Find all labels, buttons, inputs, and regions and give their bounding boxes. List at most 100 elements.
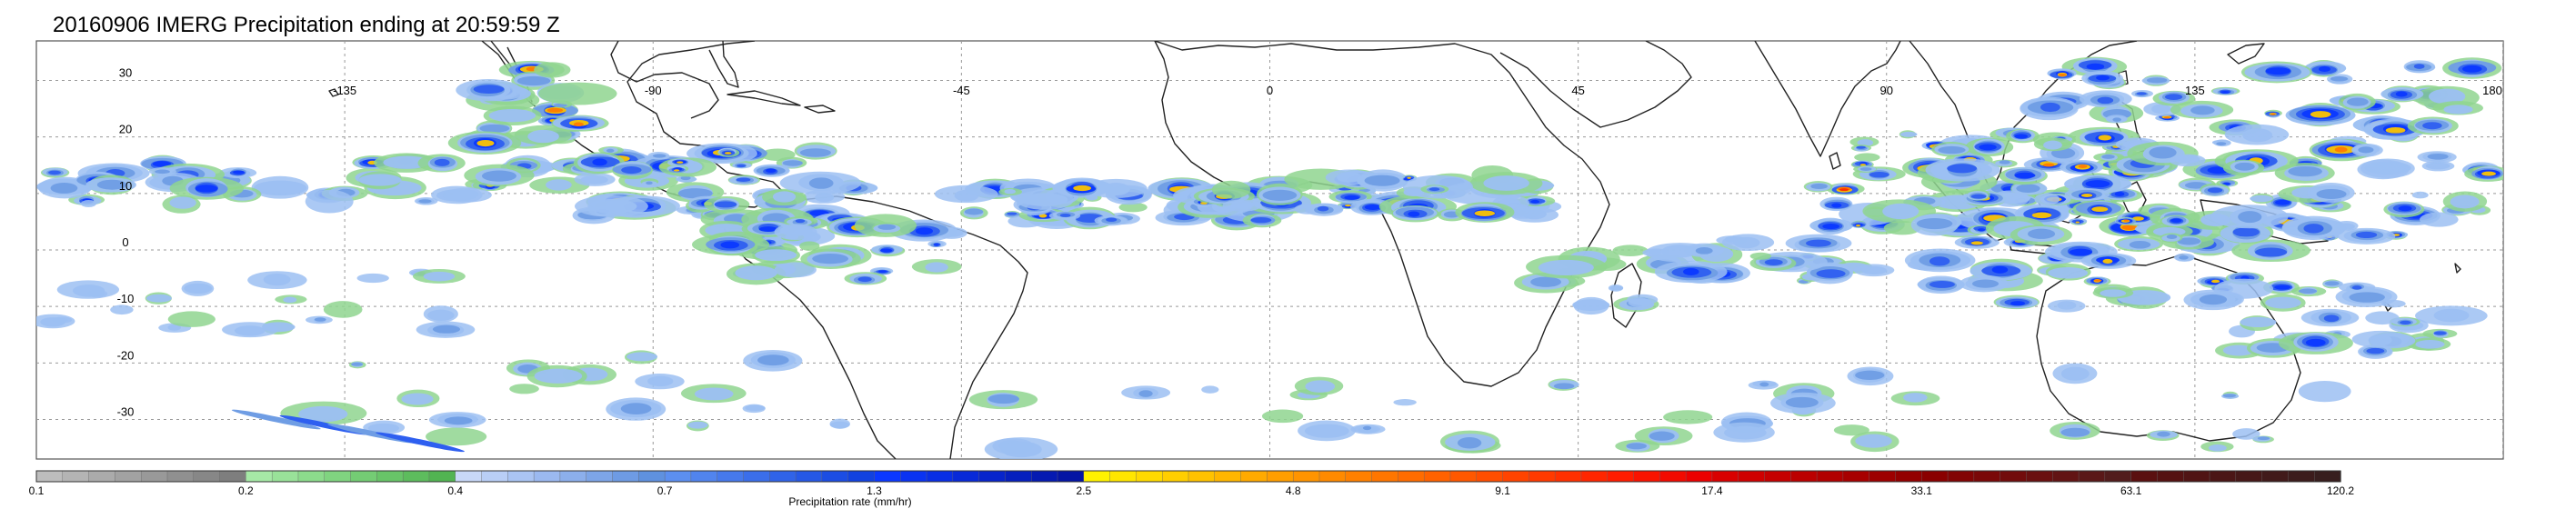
precip-cell — [195, 185, 218, 193]
precip-cell — [765, 168, 777, 174]
precip-cell — [1938, 145, 1966, 155]
precip-cell — [2298, 380, 2351, 403]
colorbar-swatch — [297, 470, 326, 483]
colorbar-swatch — [1711, 470, 1739, 483]
precip-cell — [2385, 127, 2406, 134]
colorbar-tick-labels: 0.1 0.2 0.4 0.7 1.3 2.5 4.8 9.1 17.4 33.1 63.1 120.… — [29, 484, 2355, 497]
precip-cell — [2232, 227, 2260, 237]
precip-cell — [546, 107, 564, 113]
precip-cell — [351, 362, 364, 366]
precip-cell — [812, 253, 849, 264]
colorbar-swatch — [507, 470, 535, 483]
precip-cell — [2163, 116, 2170, 119]
precip-cell — [1609, 285, 1624, 291]
precip-cell — [933, 244, 939, 246]
precip-cell — [2048, 267, 2089, 279]
precip-cell — [652, 154, 667, 158]
colorbar-swatch — [140, 470, 168, 483]
precip-cell — [2058, 73, 2067, 76]
precip-cell — [2358, 146, 2374, 154]
precip-cell — [757, 354, 789, 366]
precip-cell — [1663, 410, 1713, 424]
precip-cell — [1262, 189, 1298, 201]
colorbar-swatch — [402, 470, 430, 483]
precip-cell — [2429, 88, 2466, 105]
precip-cell — [2207, 187, 2223, 194]
precip-cell — [110, 304, 134, 315]
precip-cell — [1073, 185, 1092, 192]
precip-cell — [1530, 199, 1540, 204]
precip-cell — [509, 384, 539, 394]
precip-cell — [2069, 248, 2092, 256]
precip-cell — [426, 427, 487, 446]
precip-cell — [1831, 203, 1842, 208]
precip-cell — [677, 188, 713, 199]
colorbar-swatch — [1947, 470, 1975, 483]
precip-cell — [1859, 167, 1872, 172]
precip-cell — [745, 404, 766, 411]
precip-cell — [2365, 311, 2400, 325]
precip-cell — [1903, 393, 1928, 403]
longitude-label: 90 — [1880, 84, 1893, 97]
colorbar-swatch — [1398, 470, 1425, 483]
precip-cell — [2368, 334, 2392, 346]
colorbar-swatch — [612, 470, 639, 483]
precip-cell — [714, 201, 737, 208]
precip-cell — [2319, 65, 2330, 73]
precip-cell — [1978, 228, 1986, 232]
precip-cell — [2057, 301, 2077, 310]
precip-cell — [1929, 281, 1955, 288]
precip-cell — [427, 309, 455, 321]
precip-cell — [479, 124, 510, 133]
colorbar-swatch — [664, 470, 692, 483]
precip-cell — [2190, 105, 2215, 115]
precip-cell — [2040, 102, 2060, 113]
colorbar-swatch — [376, 470, 404, 483]
precip-cell — [647, 375, 674, 387]
precip-cell — [829, 421, 850, 429]
precip-cell — [1822, 223, 1840, 230]
precip-cell — [40, 317, 65, 327]
colorbar-swatch — [2026, 470, 2053, 483]
precip-cell — [799, 241, 820, 251]
colorbar-swatch — [717, 470, 745, 483]
colorbar-swatch — [1292, 470, 1320, 483]
precip-cell — [2014, 172, 2036, 179]
precip-cell — [580, 175, 608, 185]
colorbar-swatch — [62, 470, 90, 483]
colorbar-swatch — [2052, 470, 2080, 483]
precip-cell — [2481, 171, 2496, 176]
colorbar-swatch — [1973, 470, 2001, 483]
precip-cell — [2461, 65, 2482, 73]
precip-cell — [808, 177, 834, 189]
precip-cell — [1970, 241, 1983, 245]
precip-cell — [2043, 140, 2062, 150]
colorbar-swatch — [559, 470, 587, 483]
longitude-labels: -135 -90 -45 0 45 90 135 180 — [333, 84, 2502, 97]
precipitation-layer — [36, 56, 2503, 459]
colorbar-swatch — [1031, 470, 1058, 483]
precip-cell — [857, 276, 872, 283]
colorbar-swatch — [428, 470, 456, 483]
latitude-labels: 30 20 10 0 -10 -20 -30 — [117, 66, 135, 419]
precip-cell — [758, 226, 778, 233]
precip-cell — [2400, 320, 2411, 324]
precip-cell — [1695, 247, 1713, 255]
colorbar-swatch — [1529, 470, 1556, 483]
precip-cell — [1854, 153, 1880, 162]
precip-cell — [646, 181, 653, 185]
precip-cell — [1553, 383, 1575, 390]
precip-cell — [1764, 259, 1783, 266]
precip-cell — [2298, 288, 2318, 294]
precip-cell — [2121, 225, 2138, 231]
precip-cell — [2323, 314, 2340, 323]
colorbar-swatch — [952, 470, 980, 483]
precip-cell — [1725, 235, 1738, 243]
precip-cell — [1947, 164, 1978, 174]
precip-cell — [2031, 212, 2052, 219]
precip-cell — [621, 166, 642, 175]
precip-cell — [1407, 176, 1411, 179]
precip-cell — [954, 189, 979, 202]
precip-cell — [2220, 90, 2230, 94]
precip-cell — [2346, 97, 2369, 106]
